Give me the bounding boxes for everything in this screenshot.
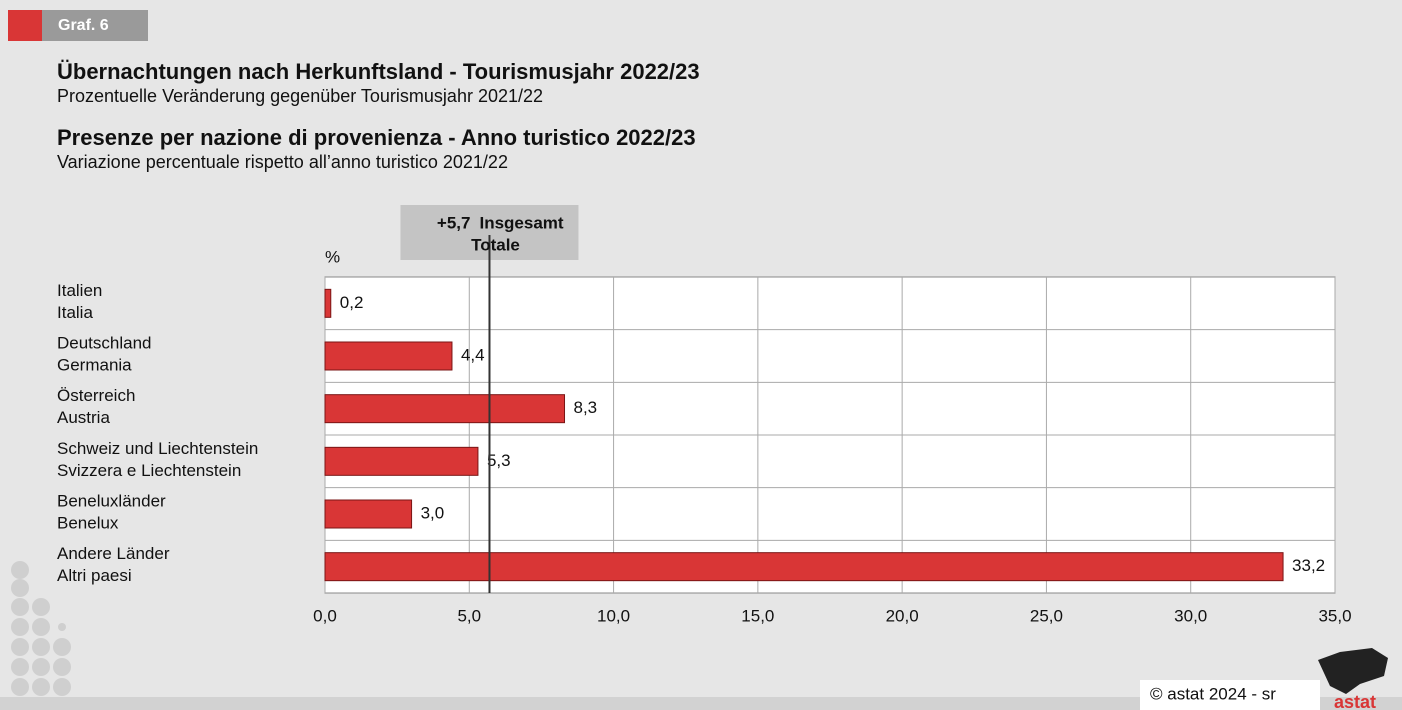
y-tick-label: Italien	[57, 281, 102, 300]
logo-map	[1318, 648, 1388, 694]
reference-label: +5,7	[437, 213, 471, 232]
value-label: 3,0	[421, 503, 445, 522]
decor-dots	[11, 561, 71, 696]
x-tick-label: 0,0	[313, 606, 337, 625]
footer-box	[1140, 680, 1320, 710]
tag: Graf. 6	[58, 17, 109, 34]
y-tick-label: Schweiz und Liechtenstein	[57, 439, 258, 458]
x-tick-label: 25,0	[1030, 606, 1063, 625]
y-tick-label: Altri paesi	[57, 566, 132, 585]
chart-title: Übernachtungen nach Herkunftsland - Tour…	[57, 59, 700, 84]
logo: astat	[1334, 692, 1376, 710]
tag-red	[8, 10, 42, 41]
y-tick-label: Beneluxländer	[57, 491, 166, 510]
y-tick-label: Germania	[57, 355, 132, 374]
reference-text: Totale	[471, 235, 520, 254]
value-label: 8,3	[574, 398, 598, 417]
copyright: © astat 2024 - sr	[1150, 684, 1276, 703]
bar	[324, 394, 566, 424]
x-tick-label: 10,0	[597, 606, 630, 625]
chart-title-it: Presenze per nazione di provenienza - An…	[57, 125, 696, 150]
x-tick-label: 20,0	[886, 606, 919, 625]
chart-subtitle-it: Variazione percentuale rispetto all’anno…	[57, 152, 508, 172]
x-tick-label: 35,0	[1318, 606, 1351, 625]
chart-subtitle: Prozentuelle Veränderung gegenüber Touri…	[57, 86, 543, 106]
y-tick-label: Österreich	[57, 386, 135, 405]
bottom-band	[0, 697, 1402, 710]
value-label: 4,4	[461, 345, 485, 364]
reference-text: Insgesamt	[479, 213, 563, 232]
x-tick-label: 30,0	[1174, 606, 1207, 625]
y-tick-label: Andere Länder	[57, 544, 170, 563]
y-tick-label: Italia	[57, 303, 93, 322]
tag-box	[42, 10, 148, 41]
bar	[324, 288, 332, 318]
y-tick-label: Deutschland	[57, 333, 152, 352]
y-tick-label: Svizzera e Liechtenstein	[57, 461, 241, 480]
bar	[324, 552, 1284, 582]
bar	[324, 341, 453, 371]
bar	[324, 446, 479, 476]
value-label: 5,3	[487, 451, 511, 470]
unit-label: %	[325, 247, 340, 266]
x-tick-label: 5,0	[457, 606, 481, 625]
value-label: 0,2	[340, 293, 364, 312]
bar	[324, 499, 413, 529]
value-label: 33,2	[1292, 556, 1325, 575]
x-tick-label: 15,0	[741, 606, 774, 625]
y-tick-label: Benelux	[57, 513, 119, 532]
y-tick-label: Austria	[57, 408, 110, 427]
